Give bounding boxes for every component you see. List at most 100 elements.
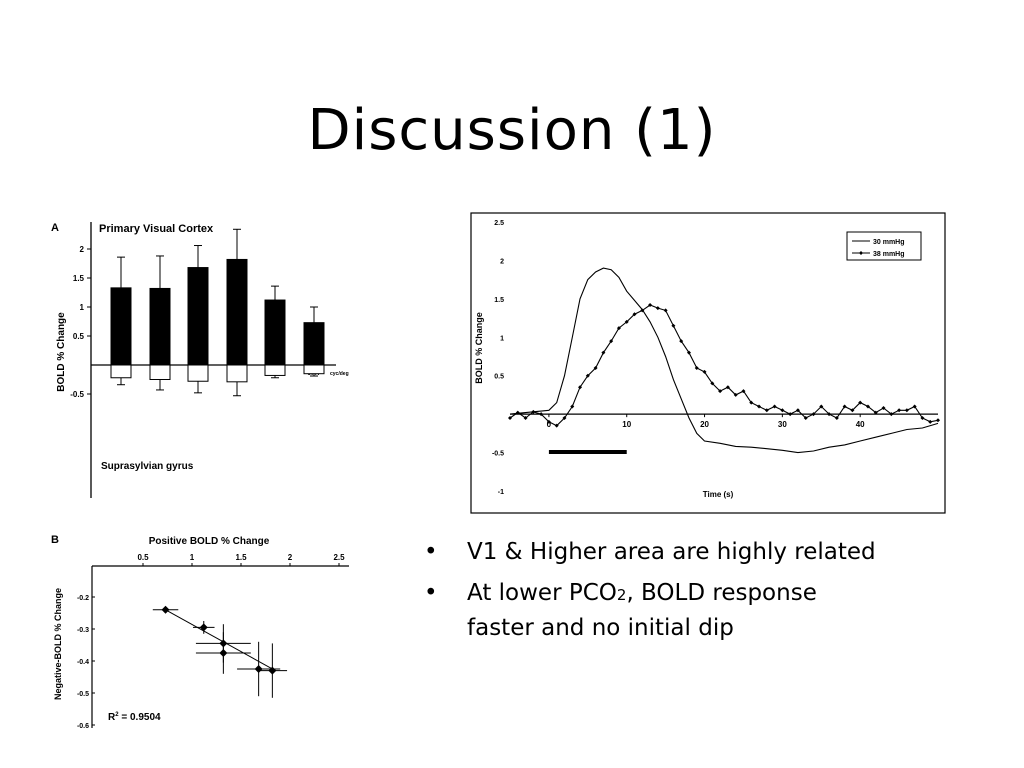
slide-title: Discussion (1) (307, 98, 717, 163)
y-tick-label: -0.3 (77, 627, 89, 634)
data-point (570, 404, 575, 409)
bullet-list: • V1 & Higher area are highly related • … (424, 536, 984, 653)
data-point (842, 404, 847, 409)
x-axis-label: Time (s) (703, 490, 734, 499)
data-point (679, 339, 684, 344)
data-point (819, 404, 824, 409)
series-line-30mmhg (509, 267, 939, 454)
bullet-text-pre: At lower PCO (467, 580, 617, 606)
data-point (827, 412, 832, 417)
y-tick-label: -0.6 (77, 723, 89, 730)
legend-marker (859, 251, 863, 255)
positive-bar (110, 287, 132, 366)
x-tick-label: 10 (622, 420, 631, 429)
positive-bar (264, 299, 286, 366)
x-unit-label: cyc/deg (330, 371, 349, 377)
data-point (523, 415, 528, 420)
y-axis-label: Negative-BOLD % Change (53, 588, 63, 700)
data-point (254, 665, 263, 673)
y-axis-label: BOLD % Change (474, 312, 484, 384)
y-tick-label: -0.4 (77, 659, 89, 666)
y-axis-label: BOLD % Change (56, 312, 67, 392)
data-point (508, 415, 512, 420)
data-point (834, 415, 839, 420)
y-tick-label: 2 (500, 258, 504, 265)
positive-bar (149, 287, 171, 366)
data-point (780, 408, 785, 413)
negative-bar (149, 364, 171, 380)
bullet-dot: • (424, 539, 438, 565)
panel-label-a: A (51, 222, 59, 234)
y-tick-label: -0.2 (77, 595, 89, 602)
data-point (161, 605, 170, 614)
data-point (578, 385, 583, 390)
data-point (531, 409, 536, 414)
bullet-text: V1 & Higher area are highly related (467, 539, 876, 565)
x-tick-label: 1 (190, 553, 195, 562)
data-point (515, 410, 520, 415)
fit-line (165, 609, 276, 672)
data-point (741, 389, 746, 394)
data-point (663, 308, 668, 313)
x-tick-label: 0 (547, 420, 552, 429)
x-tick-label: 1.5 (235, 553, 247, 562)
data-point (795, 408, 800, 413)
data-point (632, 312, 637, 317)
negative-bar (264, 364, 286, 376)
data-point (936, 418, 940, 423)
y-tick-label: -0.5 (70, 390, 84, 399)
x-tick-label: 2.5 (333, 553, 345, 562)
data-point (671, 323, 676, 328)
data-point (585, 373, 590, 378)
y-tick-label: 0.5 (73, 332, 85, 341)
x-tick-label: 30 (778, 420, 787, 429)
data-point (811, 412, 816, 417)
data-point (694, 366, 699, 371)
bullet-text-line2: faster and no initial dip (467, 615, 734, 641)
data-point (702, 369, 707, 374)
bullet-subscript: 2 (616, 586, 627, 604)
y-tick-label: 1 (500, 335, 504, 342)
y-tick-label: 1.5 (494, 297, 504, 304)
r-squared-annotation: R2 = 0.9504 (108, 712, 161, 723)
data-point (268, 666, 277, 675)
positive-bar (226, 258, 248, 366)
data-point (616, 326, 621, 331)
data-point (873, 410, 878, 415)
data-point (788, 412, 793, 417)
bullet-item: • At lower PCO2, BOLD response faster an… (424, 577, 984, 645)
bullet-dot: • (424, 580, 438, 606)
data-point (640, 308, 645, 313)
lower-label: Suprasylvian gyrus (101, 461, 194, 472)
panel-label-b: B (51, 534, 59, 546)
legend-label: 30 mmHg (873, 239, 905, 246)
data-point (593, 366, 598, 371)
negative-bar (187, 364, 209, 382)
data-point (710, 381, 715, 386)
y-tick-label: -0.5 (492, 451, 504, 458)
y-tick-label: 2.5 (494, 220, 504, 227)
data-point (803, 415, 808, 420)
y-tick-label: 2 (80, 245, 85, 254)
data-point (686, 350, 691, 355)
data-point (219, 649, 228, 657)
data-point (850, 408, 855, 413)
data-point (757, 404, 762, 409)
legend-box (846, 231, 922, 261)
data-point (912, 404, 917, 409)
x-tick-label: 2 (288, 553, 293, 562)
negative-bar (226, 364, 248, 383)
data-point (772, 404, 777, 409)
x-tick-label: 20 (700, 420, 709, 429)
data-point (655, 306, 660, 311)
data-point (539, 412, 544, 417)
data-point (624, 319, 629, 324)
line-chart-bold-time-course: 0 10 20 30 40 2.5 2 1.5 1 0.5 -0.5 -1 BOLD % Change T… (470, 212, 946, 514)
legend-label: 38 mmHg (873, 251, 905, 258)
data-point (881, 405, 886, 410)
x-tick-label: 40 (856, 420, 865, 429)
data-point (546, 419, 551, 424)
y-tick-label: -1 (498, 489, 504, 496)
data-point (889, 412, 894, 417)
x-axis-label: Positive BOLD % Change (149, 536, 270, 547)
